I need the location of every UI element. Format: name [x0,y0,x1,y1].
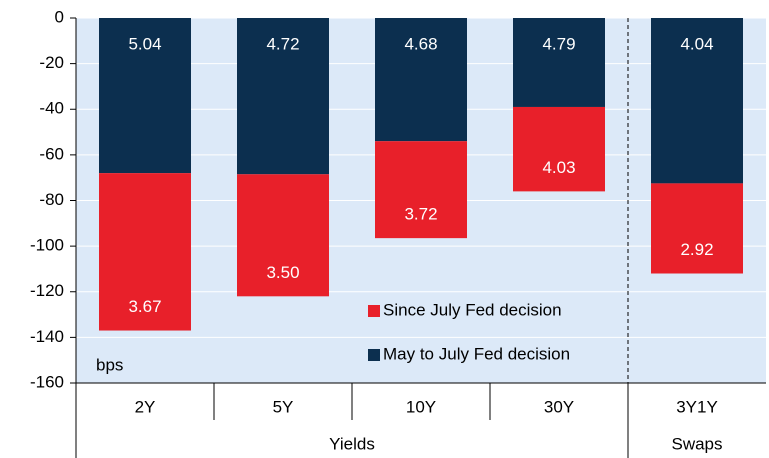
bar [651,18,743,184]
bar-annotation: 4.04 [680,34,713,53]
bar [237,18,329,175]
bar [513,106,605,192]
bar [375,18,467,142]
y-tick-label: -60 [39,144,64,163]
bar-annotation: 2.92 [680,240,713,259]
y-tick-label: -20 [39,53,64,72]
unit-label: bps [96,355,123,374]
bar-annotation: 4.68 [404,34,437,53]
bar [651,183,743,274]
group-label: Swaps [671,434,722,453]
legend-label: May to July Fed decision [383,344,570,363]
x-tick-label: 2Y [135,397,156,416]
bar [99,18,191,174]
x-tick-label: 30Y [544,397,574,416]
bar-annotation: 4.03 [542,158,575,177]
y-tick-label: -120 [30,281,64,300]
y-tick-label: -160 [30,372,64,391]
bar-annotation: 3.50 [266,263,299,282]
bar [237,174,329,297]
group-label: Yields [329,434,375,453]
bar-annotation: 5.04 [128,34,161,53]
y-tick-label: -40 [39,99,64,118]
bar-annotation: 4.72 [266,34,299,53]
y-tick-label: 0 [55,7,64,26]
y-tick-label: -100 [30,236,64,255]
bar [513,18,605,107]
bar [375,141,467,239]
legend-swatch [368,305,380,317]
bar-annotation: 3.67 [128,297,161,316]
x-tick-label: 3Y1Y [676,397,718,416]
bar [99,173,191,331]
y-tick-label: -80 [39,190,64,209]
bar-annotation: 3.72 [404,205,437,224]
x-tick-label: 5Y [273,397,294,416]
legend-swatch [368,349,380,361]
y-tick-label: -140 [30,327,64,346]
bar-annotation: 4.79 [542,34,575,53]
x-tick-label: 10Y [406,397,436,416]
legend-label: Since July Fed decision [383,300,562,319]
